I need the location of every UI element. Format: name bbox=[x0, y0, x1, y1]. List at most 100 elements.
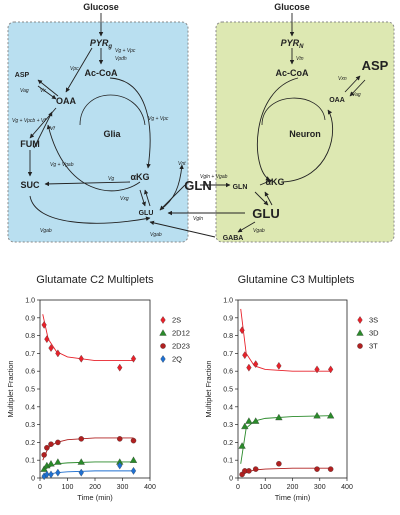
fit-line bbox=[240, 415, 331, 464]
fit-line bbox=[42, 314, 134, 361]
neuron-compartment bbox=[215, 21, 395, 243]
neuron-gaba-node: GABA bbox=[223, 235, 244, 242]
glia-pyr-subscript: g bbox=[107, 44, 112, 50]
chart-glutamine: Glutamine C3 Multiplets 0 0.1 0.2 0.3 0.4 0.5 0… bbox=[204, 274, 379, 502]
x-tick-label: 400 bbox=[341, 484, 353, 491]
y-tick-label: 0.9 bbox=[223, 315, 233, 322]
legend-marker bbox=[357, 316, 363, 324]
neuron-gln-node: GLN bbox=[233, 184, 248, 191]
data-point bbox=[130, 354, 137, 363]
x-tick-label: 400 bbox=[144, 484, 156, 491]
data-point bbox=[314, 365, 320, 374]
y-tick-label: 0.3 bbox=[25, 422, 35, 429]
neuron-pyr-text: PYR bbox=[281, 38, 300, 48]
data-point bbox=[78, 354, 84, 363]
x-tick-label: 100 bbox=[62, 484, 74, 491]
x-tick-label: 0 bbox=[236, 484, 240, 491]
data-point bbox=[48, 441, 54, 447]
glia-pyr-text: PYR bbox=[90, 38, 109, 48]
neuron-akg-node: αKG bbox=[265, 177, 284, 187]
data-point bbox=[129, 456, 138, 463]
y-tick-label: 0.6 bbox=[25, 369, 35, 376]
legend-marker bbox=[357, 343, 363, 349]
flux-label-oaa-asp2: Vag bbox=[20, 88, 29, 94]
x-axis-label: Time (min) bbox=[275, 493, 311, 502]
flux-label-oaa-asp: Vx bbox=[40, 88, 46, 94]
data-point bbox=[241, 422, 249, 430]
data-point bbox=[117, 436, 123, 442]
y-tick-label: 1.0 bbox=[223, 298, 233, 305]
legend-label: 2Q bbox=[172, 355, 182, 364]
x-tick-label: 200 bbox=[287, 484, 299, 491]
flux-label-pyr-g2: Vpdh bbox=[115, 56, 127, 62]
y-tick-label: 0.7 bbox=[25, 351, 35, 358]
data-point bbox=[48, 470, 54, 479]
legend-marker bbox=[160, 355, 166, 363]
data-point bbox=[326, 411, 335, 419]
legend-label: 3D bbox=[369, 329, 379, 338]
glia-compartment bbox=[7, 21, 189, 243]
data-point bbox=[130, 437, 137, 444]
y-tick-label: 0 bbox=[31, 476, 35, 483]
y-tick-label: 0.4 bbox=[223, 404, 233, 411]
data-point bbox=[328, 365, 334, 374]
neuron-label: Neuron bbox=[289, 129, 321, 139]
flux-label-akg: Vg + Vpc bbox=[148, 116, 169, 122]
neuron-oaa-node: OAA bbox=[329, 97, 345, 104]
y-tick-label: 0.2 bbox=[223, 440, 233, 447]
x-tick-label: 300 bbox=[117, 484, 129, 491]
legend-label: 2S bbox=[172, 316, 181, 325]
chart-title: Glutamate C2 Multiplets bbox=[36, 274, 154, 286]
neuron-pyr-node: PYRN bbox=[281, 38, 305, 50]
flux-label-akg-suc: Vg bbox=[108, 176, 114, 182]
glia-oaa-node: OAA bbox=[56, 96, 77, 106]
glia-pyr-node: PYRg bbox=[90, 38, 113, 50]
chart-glutamate: Glutamate C2 Multiplets 0 0.1 0.2 0.3 0.4 0.5 0… bbox=[6, 274, 190, 502]
data-point bbox=[78, 468, 84, 477]
glia-suc-node: SUC bbox=[20, 180, 40, 190]
y-tick-label: 0.9 bbox=[25, 315, 35, 322]
plot-frame bbox=[237, 299, 348, 479]
flux-label-suc: Vg + Vgab bbox=[50, 162, 74, 168]
data-point bbox=[44, 444, 50, 451]
y-tick-label: 0.1 bbox=[25, 458, 35, 465]
glia-glu-node: GLU bbox=[139, 210, 154, 217]
flux-label-pdh-n: Vtn bbox=[296, 56, 304, 62]
data-point bbox=[314, 466, 320, 472]
flux-label-gab-n: Vgab bbox=[253, 228, 265, 234]
y-tick-label: 0 bbox=[229, 476, 233, 483]
x-tick-label: 0 bbox=[38, 484, 42, 491]
x-tick-label: 200 bbox=[89, 484, 101, 491]
data-point bbox=[117, 461, 123, 470]
pathway-arrows bbox=[27, 13, 366, 238]
data-point bbox=[245, 417, 253, 424]
data-point bbox=[41, 321, 47, 329]
data-point bbox=[246, 468, 252, 474]
data-point bbox=[276, 461, 282, 467]
glia-gln-node: GLN bbox=[184, 178, 211, 193]
data-point bbox=[55, 349, 61, 358]
data-point bbox=[44, 470, 50, 479]
neuron-pyr-subscript: N bbox=[299, 44, 304, 50]
x-tick-label: 300 bbox=[314, 484, 326, 491]
neuron-asp-node: ASP bbox=[362, 58, 389, 73]
neuron-accoa-node: Ac-CoA bbox=[276, 68, 309, 78]
data-point bbox=[130, 467, 137, 475]
y-tick-label: 0.7 bbox=[223, 351, 233, 358]
legend-label: 2D23 bbox=[172, 342, 190, 351]
y-axis-label: Multiplet Fraction bbox=[204, 360, 213, 417]
data-point bbox=[47, 460, 55, 467]
plot-frame bbox=[39, 299, 151, 479]
glia-label: Glia bbox=[103, 129, 121, 139]
flux-label-gln-cycle: Vgln + Vgab bbox=[200, 174, 228, 180]
data-point bbox=[238, 442, 246, 449]
data-point bbox=[40, 465, 48, 472]
flux-label-asp-n: Vxn bbox=[338, 76, 347, 82]
legend-marker bbox=[356, 329, 364, 336]
data-point bbox=[44, 335, 50, 344]
legend-marker bbox=[160, 316, 166, 324]
fit-line bbox=[240, 308, 331, 372]
flux-label-fum: Vg + Vpcb + Vf bbox=[12, 118, 46, 124]
legend-label: 3S bbox=[369, 316, 378, 325]
